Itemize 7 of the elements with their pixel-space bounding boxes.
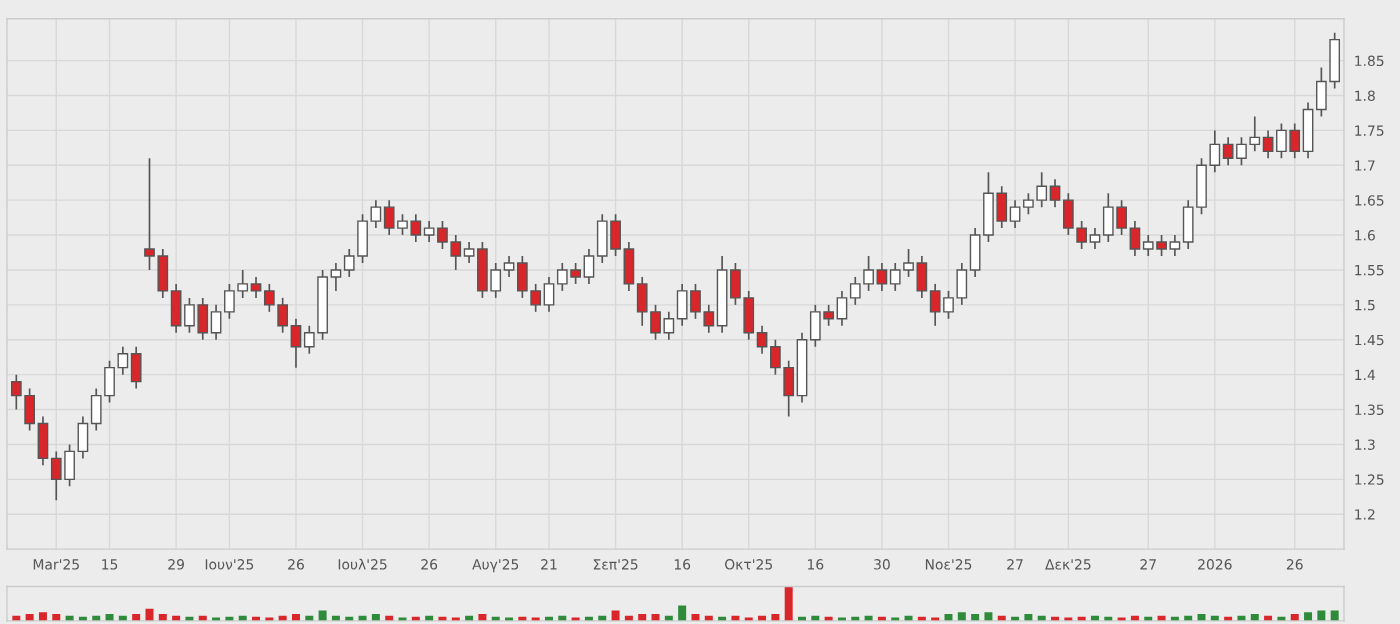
bar [145,608,154,621]
bar [678,605,687,621]
bar [984,612,993,621]
bar [784,586,793,621]
bar [1304,612,1313,621]
bar [957,612,966,621]
bar [38,612,47,621]
